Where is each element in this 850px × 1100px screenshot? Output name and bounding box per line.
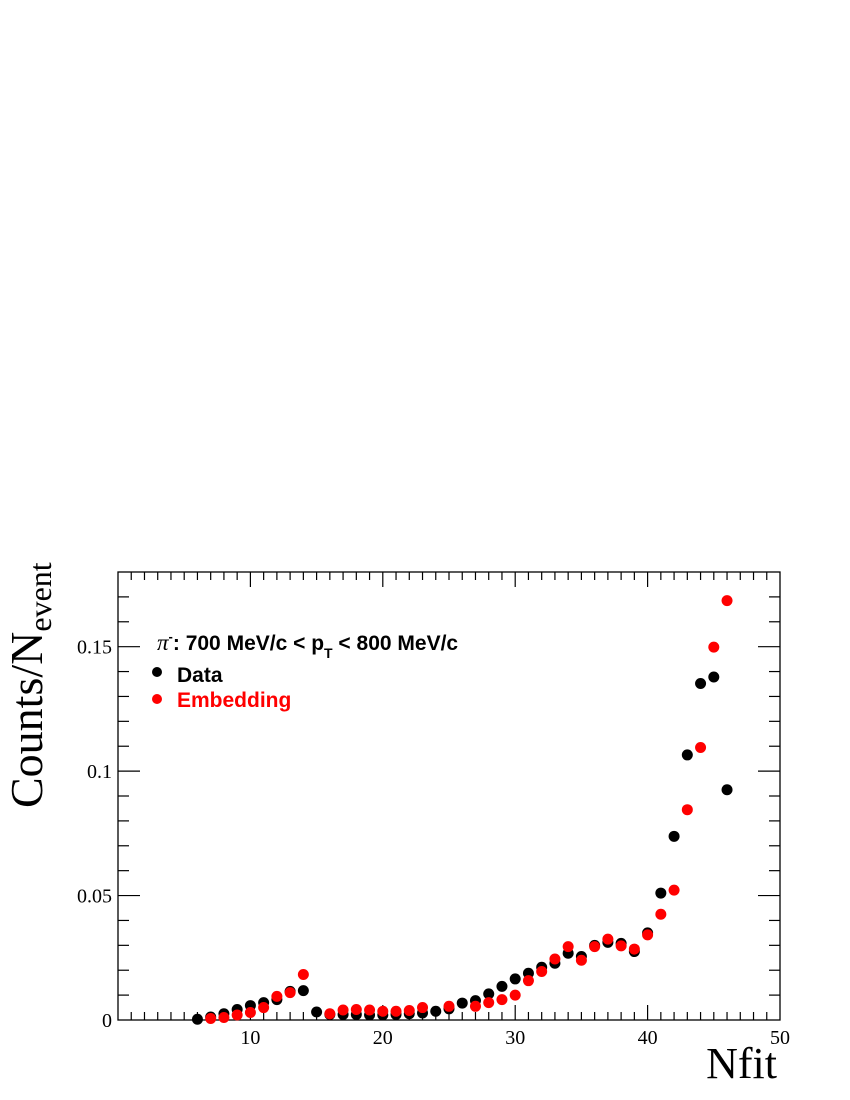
embedding-point (602, 933, 614, 945)
embedding-point (417, 1002, 429, 1014)
y-tick-label: 0 (102, 1010, 112, 1032)
embedding-point (244, 1007, 256, 1019)
data-point (681, 749, 693, 761)
legend-marker-embedding (152, 694, 162, 704)
embedding-point (589, 941, 601, 953)
embedding-point (205, 1013, 217, 1025)
embedding-point (575, 954, 587, 966)
embedding-point (549, 953, 561, 965)
y-tick-label: 0.1 (87, 761, 112, 783)
embedding-point (522, 975, 534, 987)
legend-label-data: Data (177, 664, 223, 687)
legend: Data Embedding (152, 664, 291, 712)
embedding-point (390, 1005, 402, 1017)
data-point (708, 671, 720, 683)
embedding-point (681, 804, 693, 816)
embedding-point (337, 1004, 349, 1016)
embedding-point (483, 997, 495, 1009)
data-point (297, 985, 309, 997)
embedding-point (324, 1008, 336, 1020)
data-point (191, 1013, 203, 1025)
embedding-point (443, 1000, 455, 1012)
embedding-point (695, 741, 707, 753)
embedding-point (218, 1012, 230, 1024)
data-point (668, 830, 680, 842)
embedding-point (377, 1005, 389, 1017)
x-tick-label: 50 (770, 1027, 790, 1049)
embedding-point (536, 965, 548, 977)
y-tick-label: 0.15 (77, 637, 112, 659)
axis-ticks (118, 572, 780, 1020)
x-tick-label: 40 (638, 1027, 658, 1049)
data-point (695, 678, 707, 690)
data-point (721, 784, 733, 796)
data-point (496, 980, 508, 992)
embedding-point (284, 987, 296, 999)
x-axis-title: Nfit (706, 1039, 777, 1088)
embedding-point (668, 884, 680, 896)
embedding-point (628, 943, 640, 955)
embedding-point (403, 1005, 415, 1017)
data-point (311, 1006, 323, 1018)
x-tick-label: 10 (240, 1027, 260, 1049)
embedding-point (708, 641, 720, 653)
embedding-point (562, 941, 574, 953)
embedding-point (655, 908, 667, 920)
legend-marker-data (152, 667, 162, 677)
y-axis-title: Counts/Nevent (1, 562, 58, 808)
embedding-point (469, 1000, 481, 1012)
embedding-series-points (205, 595, 733, 1025)
embedding-point (721, 595, 733, 607)
embedding-point (297, 968, 309, 980)
y-tick-label: 0.05 (77, 886, 112, 908)
embedding-point (642, 929, 654, 941)
embedding-point (258, 1002, 270, 1014)
embedding-point (364, 1004, 376, 1016)
legend-label-embedding: Embedding (177, 689, 291, 712)
embedding-point (350, 1004, 362, 1016)
data-point (655, 887, 667, 899)
x-tick-label: 30 (505, 1027, 525, 1049)
data-point (456, 997, 468, 1009)
data-point (509, 973, 521, 985)
embedding-point (231, 1009, 243, 1021)
embedding-point (496, 994, 508, 1006)
kinematic-annotation: π-: 700 MeV/c < pT < 800 MeV/c (157, 629, 458, 661)
embedding-point (615, 940, 627, 952)
data-point (430, 1005, 442, 1017)
data-series-points (191, 671, 733, 1025)
embedding-point (509, 989, 521, 1001)
tick-labels: 10 20 30 40 50 0 0.05 0.1 0.15 (77, 637, 790, 1049)
embedding-point (271, 990, 283, 1002)
data-point (483, 988, 495, 1000)
x-tick-label: 20 (373, 1027, 393, 1049)
